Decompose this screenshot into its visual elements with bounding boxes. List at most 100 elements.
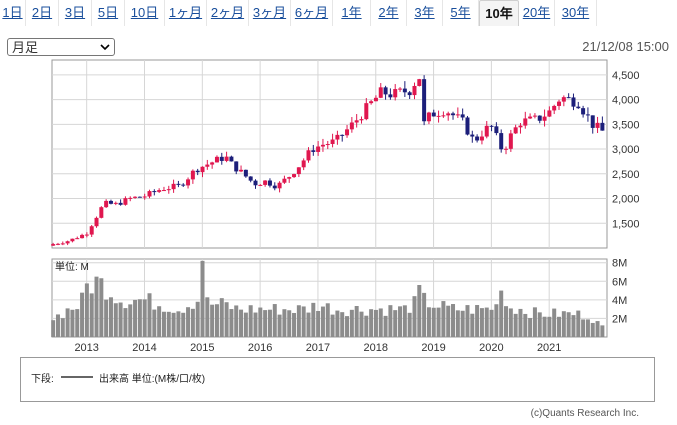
volume-bar [51,320,56,337]
volume-bar [258,307,263,337]
candle-body [301,160,306,168]
candle-body [489,125,494,127]
volume-bar [166,311,171,337]
candle-body [60,243,65,245]
x-tick-label: 2016 [248,342,272,354]
volume-bar [210,304,215,337]
tab-15[interactable]: 20年 [519,0,555,26]
candle-body [422,79,427,122]
volume-bar [388,305,393,337]
volume-bar [576,310,581,337]
legend-series: 出来高 単位:(M株/口/枚) [99,374,206,385]
candle-body [373,97,378,102]
volume-bar [552,308,557,337]
price-panel [51,59,608,249]
x-tick-label: 2021 [537,342,561,354]
y-tick-label: 3,500 [612,119,640,131]
candle-body [470,134,475,137]
tab-2[interactable]: 2日 [26,0,59,26]
candle-body [282,178,287,183]
volume-bar [412,296,417,337]
volume-bar [537,312,542,337]
volume-bar [306,312,311,337]
tab-9[interactable]: 6ヶ月 [291,0,333,26]
y-tick-label: 4,500 [612,70,640,82]
candle-body [455,114,460,116]
volume-bar [253,312,258,337]
x-tick-label: 2014 [132,342,156,354]
tab-8[interactable]: 3ヶ月 [249,0,291,26]
x-tick-label: 2018 [364,342,388,354]
candle-body [113,202,118,204]
volume-bar [267,309,272,337]
candle-body [547,110,552,117]
candle-body [576,106,581,109]
candle-body [311,150,316,152]
volume-bar [243,312,248,337]
volume-bar [359,311,364,337]
volume-bar [489,309,494,337]
volume-bar [311,302,316,337]
tab-1[interactable]: 1日 [0,0,26,26]
candle-body [94,217,99,227]
tab-11[interactable]: 2年 [371,0,407,26]
volume-bar [566,312,571,337]
tab-16[interactable]: 30年 [555,0,597,26]
volume-bar [455,310,460,337]
volume-bar [393,310,398,337]
tab-4[interactable]: 5日 [92,0,125,26]
copyright: (c)Quants Research Inc. [530,408,639,419]
candle-body [263,180,268,185]
volume-bar [287,310,292,337]
candle-body [581,108,586,115]
candle-body [152,191,157,193]
y-tick-label: 1,500 [612,218,640,230]
volume-bar [123,308,128,337]
candle-body [557,101,562,106]
candle-body [55,243,60,245]
candle-body [513,127,518,134]
volume-bar [349,309,354,337]
volume-bar [508,308,513,337]
volume-bar [446,305,451,337]
candle-body [80,234,85,239]
volume-bar [417,285,422,337]
volume-bar [60,318,65,337]
volume-bar [161,311,166,337]
volume-bar [542,316,547,337]
tab-6[interactable]: 1ヶ月 [165,0,207,26]
chevron-down-icon [100,44,110,51]
tab-14[interactable]: 10年 [479,0,519,26]
tab-10[interactable]: 1年 [333,0,371,26]
volume-bar [422,292,427,337]
candle-body [287,177,292,179]
x-tick-label: 2013 [74,342,98,354]
period-select[interactable]: 月足 [7,38,115,56]
candle-body [108,200,113,204]
volume-bar [137,299,142,337]
tab-3[interactable]: 3日 [59,0,92,26]
volume-bar [504,306,509,337]
volume-bar [451,304,456,337]
candle-body [345,129,350,136]
candle-body [316,146,321,152]
volume-bar [320,306,325,337]
candle-body [181,184,186,186]
volume-bar [229,309,234,337]
candle-body [393,89,398,98]
volume-bar [518,308,523,337]
candle-body [504,148,509,150]
y-tick-label: 2,000 [612,194,640,206]
candle-body [267,180,272,186]
candle-body [306,150,311,161]
volume-bar [157,306,162,337]
volume-bar [65,308,70,337]
candle-body [475,136,480,141]
tab-12[interactable]: 3年 [407,0,443,26]
candle-body [460,114,465,118]
candle-body [436,115,441,117]
candle-body [595,122,600,128]
tab-5[interactable]: 10日 [125,0,165,26]
tab-7[interactable]: 2ヶ月 [207,0,249,26]
tab-13[interactable]: 5年 [443,0,479,26]
